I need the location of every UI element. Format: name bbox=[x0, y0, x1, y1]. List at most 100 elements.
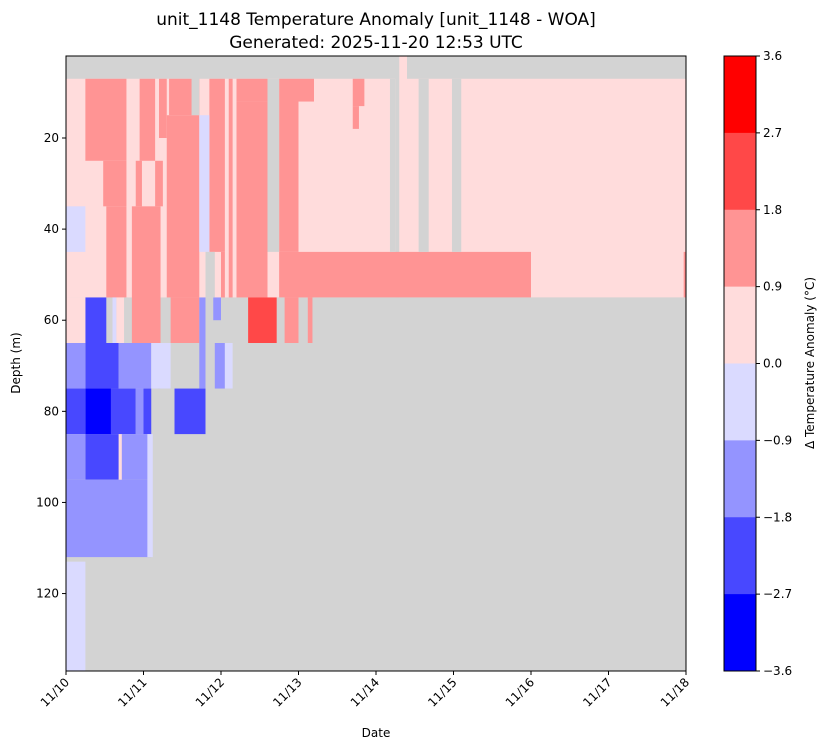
heatmap-cell bbox=[66, 388, 86, 435]
colorbar: 3.6 2.7 1.8 0.9 0.0 −0.9 −1.8 −2.7 −3.6 bbox=[723, 49, 792, 678]
x-tick-label: 11/18 bbox=[658, 675, 692, 709]
x-tick-label: 11/17 bbox=[580, 675, 614, 709]
heatmap-cell bbox=[267, 78, 280, 252]
heatmap-cell bbox=[279, 251, 531, 298]
heatmap-cell bbox=[236, 101, 268, 298]
x-tick-label: 11/13 bbox=[270, 675, 304, 709]
colorbar-segment bbox=[724, 440, 756, 518]
heatmap-cell bbox=[389, 78, 396, 252]
heatmap-cell bbox=[135, 160, 142, 207]
heatmap-cell bbox=[170, 297, 200, 343]
heatmap-cell bbox=[199, 297, 206, 389]
heatmap-cell bbox=[213, 297, 221, 321]
colorbar-segment bbox=[724, 132, 756, 211]
x-tick-label: 11/11 bbox=[115, 675, 149, 709]
x-tick-label: 11/16 bbox=[503, 675, 537, 709]
heatmap-cell bbox=[116, 297, 125, 343]
chart-title-line1: unit_1148 Temperature Anomaly [unit_1148… bbox=[156, 10, 596, 30]
x-axis: 11/10 11/11 11/12 11/13 11/14 11/15 11/16 11/17… bbox=[38, 671, 692, 710]
heatmap-cell bbox=[191, 56, 200, 116]
heatmap-cell bbox=[236, 78, 268, 102]
y-tick-label: 80 bbox=[44, 404, 59, 418]
colorbar-segment bbox=[724, 209, 756, 288]
heatmap-cell bbox=[131, 206, 161, 343]
heatmap-cell bbox=[284, 297, 299, 343]
colorbar-tick-label: −1.8 bbox=[763, 510, 792, 524]
heatmap-cell bbox=[298, 78, 314, 102]
y-tick-label: 60 bbox=[44, 313, 59, 327]
x-tick-label: 11/15 bbox=[425, 675, 459, 709]
x-tick-label: 11/12 bbox=[193, 675, 227, 709]
colorbar-tick-label: 2.7 bbox=[763, 126, 782, 140]
heatmap-cell bbox=[85, 388, 111, 435]
heatmap-cell bbox=[307, 297, 313, 343]
colorbar-segment bbox=[724, 363, 756, 441]
heatmap-cell bbox=[224, 343, 233, 389]
heatmap-cell bbox=[135, 388, 144, 435]
colorbar-tick-label: 3.6 bbox=[763, 49, 782, 63]
y-tick-label: 120 bbox=[36, 587, 59, 601]
heatmap-cell bbox=[66, 434, 86, 480]
colorbar-segment bbox=[724, 56, 756, 134]
y-tick-label: 20 bbox=[44, 131, 59, 145]
heatmap-cell bbox=[209, 78, 225, 252]
colorbar-tick-label: 1.8 bbox=[763, 203, 782, 217]
colorbar-tick-label: −0.9 bbox=[763, 433, 792, 447]
heatmap-cell bbox=[205, 251, 215, 298]
heatmap-cell bbox=[118, 343, 152, 389]
heatmap-cell bbox=[276, 297, 285, 343]
heatmap-cell bbox=[85, 78, 127, 161]
heatmap-cell bbox=[151, 343, 171, 389]
colorbar-tick-label: −3.6 bbox=[763, 664, 792, 678]
heatmap-cell bbox=[85, 434, 119, 480]
heatmap-cell bbox=[66, 561, 86, 671]
heatmap-cell bbox=[214, 343, 225, 389]
heatmap-cell bbox=[399, 56, 407, 298]
colorbar-tick-label: −2.7 bbox=[763, 587, 792, 601]
heatmap-cell bbox=[166, 115, 200, 298]
heatmap-cell bbox=[66, 479, 152, 558]
heatmap-cell bbox=[159, 78, 167, 138]
colorbar-label: Δ Temperature Anomaly (°C) bbox=[803, 277, 817, 449]
x-tick-label: 11/14 bbox=[348, 675, 382, 709]
heatmap-cell bbox=[85, 297, 107, 343]
heatmap-cell bbox=[106, 206, 127, 298]
heatmap-cell bbox=[221, 251, 225, 298]
heatmap-cell bbox=[85, 343, 119, 389]
heatmap-cell bbox=[124, 297, 128, 343]
heatmap-cell bbox=[352, 78, 365, 107]
heatmap-cell bbox=[143, 388, 152, 435]
heatmap-cell bbox=[174, 388, 206, 435]
colorbar-segment bbox=[724, 594, 756, 672]
heatmap-cell bbox=[66, 343, 86, 389]
heatmap-cell bbox=[118, 434, 152, 480]
y-tick-label: 40 bbox=[44, 222, 59, 236]
colorbar-tick-label: 0.0 bbox=[763, 357, 782, 371]
chart-title-line2: Generated: 2025-11-20 12:53 UTC bbox=[229, 33, 523, 53]
heatmap-cell bbox=[683, 251, 686, 298]
heatmap-cell bbox=[112, 297, 117, 343]
heatmap-cell bbox=[279, 78, 299, 252]
y-tick-label: 100 bbox=[36, 495, 59, 509]
heatmap-cell bbox=[199, 115, 210, 252]
plot-area bbox=[66, 56, 686, 671]
colorbar-segment bbox=[724, 286, 756, 364]
heatmap-cell bbox=[314, 297, 686, 343]
heatmap-cell bbox=[103, 160, 127, 207]
heatmap-cell bbox=[147, 434, 153, 558]
y-axis-label: Depth (m) bbox=[9, 332, 23, 393]
colorbar-tick-label: 0.9 bbox=[763, 280, 782, 294]
colorbar-segment bbox=[724, 517, 756, 595]
heatmap-cell bbox=[248, 297, 277, 343]
heatmap-cell bbox=[110, 388, 136, 435]
heatmap-cell bbox=[352, 106, 359, 129]
heatmap-cell bbox=[418, 78, 429, 252]
heatmap-cell bbox=[66, 206, 86, 252]
heatmap-cell bbox=[66, 297, 86, 343]
heatmap-cell bbox=[451, 78, 462, 252]
heatmap-cell bbox=[118, 434, 122, 480]
heatmap-cell bbox=[155, 160, 163, 207]
heatmap-cell bbox=[228, 78, 233, 298]
x-axis-label: Date bbox=[362, 726, 391, 740]
